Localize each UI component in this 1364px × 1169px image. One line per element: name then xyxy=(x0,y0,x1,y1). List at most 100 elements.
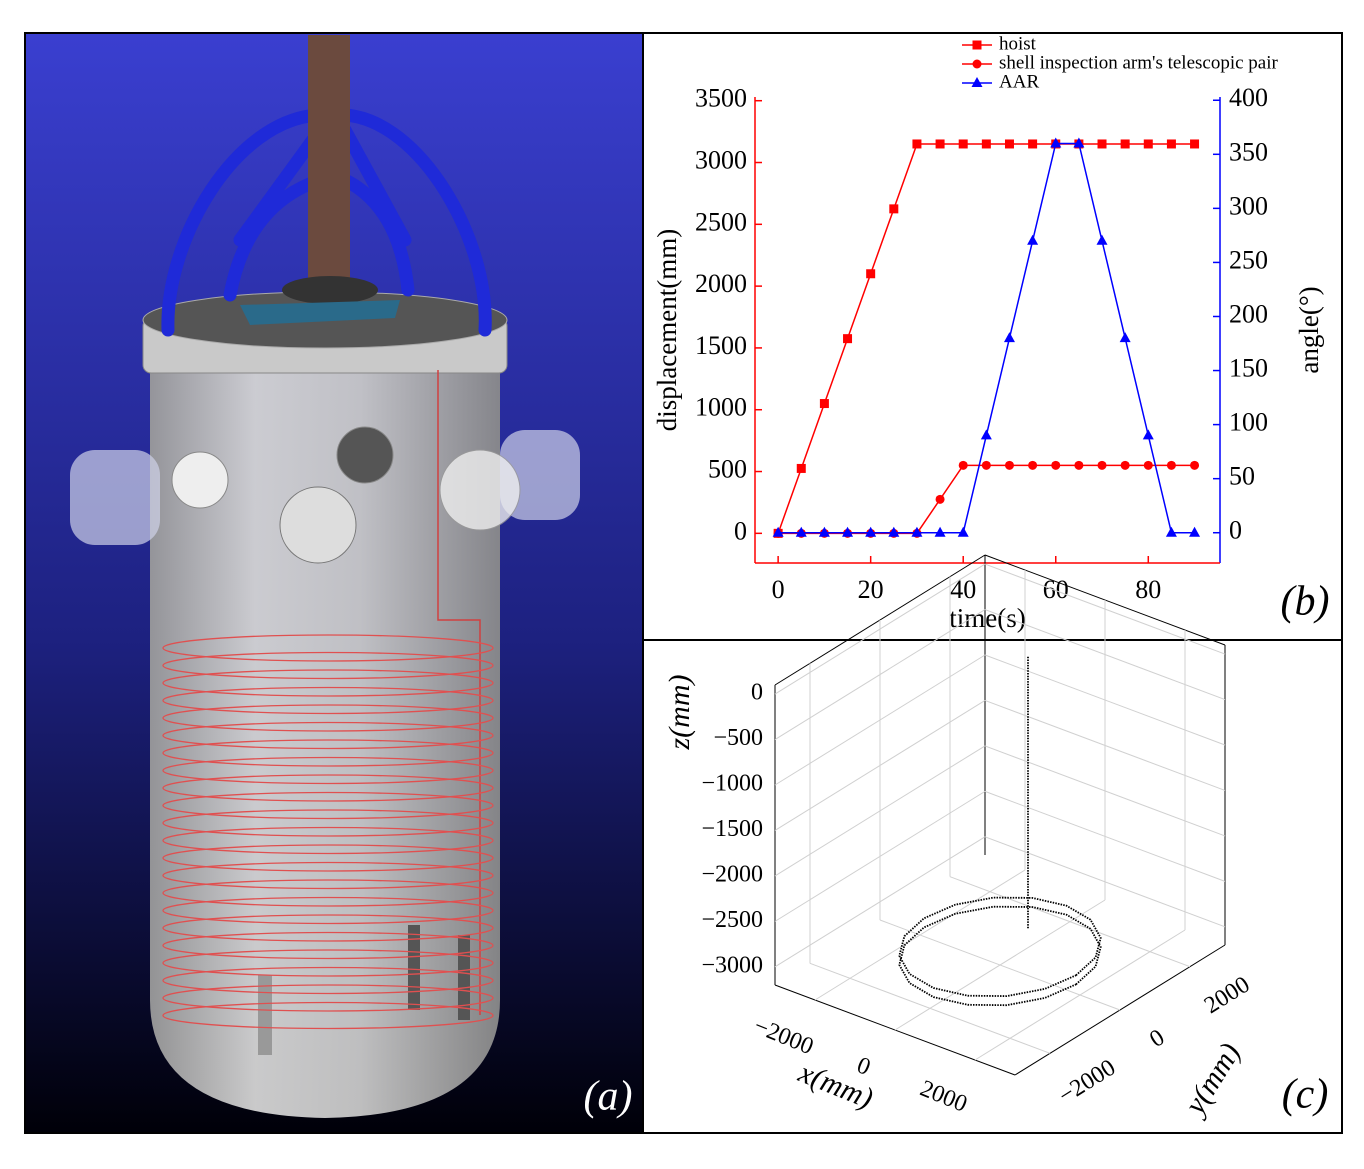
hoist-column xyxy=(308,35,350,290)
y2-tick-label: 0 xyxy=(1229,516,1242,545)
series-line xyxy=(778,142,1195,534)
marker xyxy=(1120,139,1130,149)
y-axis-label: y(mm) xyxy=(1177,1037,1247,1122)
helix-turn xyxy=(162,686,494,715)
helix-turn xyxy=(162,949,494,977)
helix-turn xyxy=(162,669,494,697)
legend-label: hoist xyxy=(999,33,1037,54)
nozzle xyxy=(439,449,521,531)
helix-turn xyxy=(162,984,494,1012)
panel-label: (a) xyxy=(584,1074,633,1120)
marker xyxy=(1190,139,1200,149)
marker xyxy=(1074,460,1084,470)
marker xyxy=(958,460,968,470)
marker xyxy=(981,139,991,149)
helix-turn xyxy=(162,739,494,767)
helix-turn xyxy=(162,791,494,820)
helix-turn xyxy=(162,774,494,802)
helix-turn xyxy=(162,756,494,785)
marker xyxy=(935,494,945,504)
x-tick-label: 20 xyxy=(858,575,884,604)
marker xyxy=(1028,139,1038,149)
helix-turn xyxy=(162,1001,494,1030)
marker xyxy=(1143,460,1153,470)
z-tick-label: −3000 xyxy=(701,952,763,978)
y2-tick-label: 300 xyxy=(1229,191,1268,220)
marker xyxy=(1004,139,1014,149)
nozzle xyxy=(336,426,394,484)
inspection-arm xyxy=(240,300,400,325)
z-tick-label: −2500 xyxy=(701,907,763,933)
x-axis-label: time(s) xyxy=(949,603,1025,633)
grid-line xyxy=(984,654,1226,746)
x-tick-label: 0 xyxy=(772,575,785,604)
x-tick-label: 2000 xyxy=(916,1076,970,1118)
series-line xyxy=(778,464,1195,535)
x-tick-label: −2000 xyxy=(750,1013,817,1060)
marker xyxy=(934,526,946,537)
marker xyxy=(819,399,829,409)
marker xyxy=(1027,234,1039,245)
legend-label: shell inspection arm's telescopic pair xyxy=(999,52,1279,73)
helix-turn xyxy=(162,809,494,837)
grid-line xyxy=(879,919,1121,1011)
marker xyxy=(1003,332,1015,343)
marker xyxy=(935,139,945,149)
helix-turn xyxy=(162,914,494,942)
nozzle xyxy=(279,486,357,564)
marker xyxy=(889,204,899,214)
grid-line xyxy=(774,836,986,968)
marker xyxy=(842,526,854,537)
x-tick-label: 40 xyxy=(950,575,976,604)
marker xyxy=(1097,139,1107,149)
panel-label: (c) xyxy=(1282,1072,1329,1118)
marker xyxy=(1028,460,1038,470)
y-tick-label: 500 xyxy=(708,454,747,483)
y-tick-label: 2500 xyxy=(695,207,747,236)
grid-line xyxy=(984,609,1226,701)
gripper-arms xyxy=(161,108,492,337)
marker xyxy=(1051,460,1061,470)
marker xyxy=(1073,137,1085,148)
y-tick-label: 0 xyxy=(1145,1025,1169,1053)
grid-line xyxy=(774,609,986,740)
marker xyxy=(911,526,923,537)
helix-turn xyxy=(162,844,494,872)
y2-tick-label: 200 xyxy=(1229,299,1268,328)
y2-tick-label: 350 xyxy=(1229,137,1268,166)
marker xyxy=(865,526,877,537)
helix-turn xyxy=(162,931,494,960)
marker xyxy=(888,526,900,537)
y-tick-label: −2000 xyxy=(1054,1055,1120,1110)
y-tick-label: 0 xyxy=(734,516,747,545)
z-tick-label: 0 xyxy=(751,680,763,706)
legend-marker xyxy=(971,77,983,87)
z-tick-label: −500 xyxy=(713,725,763,751)
marker xyxy=(957,526,969,537)
trajectory xyxy=(898,656,1102,1007)
series-line xyxy=(777,143,1195,534)
y-tick-label: 3000 xyxy=(695,145,747,174)
legend-marker xyxy=(972,59,982,69)
grid-line xyxy=(774,700,986,831)
marker xyxy=(1050,137,1062,148)
z-tick-label: −1000 xyxy=(701,771,763,797)
helix-turn xyxy=(162,634,494,662)
grid-line xyxy=(774,745,986,877)
x-tick-label: 80 xyxy=(1135,575,1161,604)
helix-turn xyxy=(162,721,494,750)
helix-turn xyxy=(162,861,494,890)
nozzle xyxy=(500,430,580,520)
marker xyxy=(1119,332,1131,343)
marker xyxy=(1004,460,1014,470)
y2-tick-label: 100 xyxy=(1229,408,1268,437)
z-tick-label: −1500 xyxy=(701,816,763,842)
marker xyxy=(912,139,922,149)
panel-b: (b) 050010001500200025003000350005010015… xyxy=(652,33,1329,633)
marker xyxy=(818,526,830,537)
marker xyxy=(772,526,784,537)
legend-label: AAR xyxy=(999,71,1039,92)
y2-axis-label: angle(°) xyxy=(1294,286,1324,373)
